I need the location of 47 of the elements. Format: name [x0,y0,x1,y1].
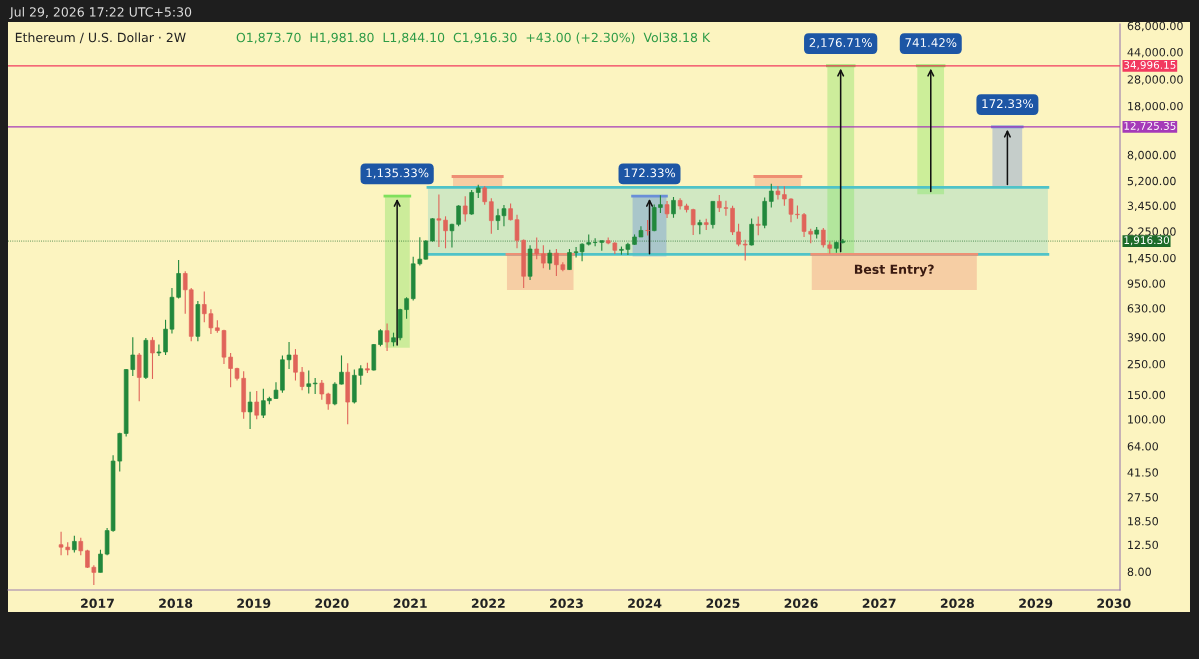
annotation: 2,176.71% [809,38,872,49]
y-tick-label: 41.50 [1127,468,1159,477]
y-tick-label: 950.00 [1127,279,1166,288]
y-tick-label: 28,000.00 [1127,75,1183,85]
y-tick-label: 630.00 [1127,304,1166,313]
y-tick-label: 250.00 [1127,359,1166,369]
text: Jul 29, 2026 17:22 UTC+5:30 [9,6,192,19]
x-tick-label: 2027 [862,598,896,609]
y-tick-label: 2,250.00 [1127,227,1176,237]
x-tick-label: 2025 [706,598,740,609]
annotation: Best Entry? [854,264,934,277]
x-tick-label: 2020 [315,598,349,609]
y-tick-label: 390.00 [1127,333,1166,342]
y-tick-label: 12.50 [1128,540,1159,550]
y-tick-label: 8,000.00 [1127,150,1176,161]
y-tick-label: 3,450.00 [1127,201,1176,212]
x-tick-label: 2030 [1097,598,1131,609]
x-tick-label: 2024 [628,598,662,609]
ref-line-label: 1,916.30 [1124,236,1170,246]
y-tick-label: 1,450.00 [1128,253,1176,264]
y-tick-label: 68,000.00 [1127,21,1183,32]
annotation: 172.33% [982,99,1034,109]
x-tick-label: 2021 [393,598,427,609]
y-tick-label: 8.00 [1127,567,1151,577]
y-tick-label: 150.00 [1128,390,1166,400]
y-tick-label: 100.00 [1128,415,1166,424]
x-tick-label: 2022 [471,598,505,609]
annotation: 1,135.33% [366,168,429,179]
x-tick-label: 2018 [159,598,193,609]
x-tick-label: 2019 [237,598,271,609]
x-tick-label: 2017 [81,598,114,609]
annotation: 741.42% [905,38,957,48]
x-tick-label: 2028 [940,598,974,609]
text: Ethereum / U.S. Dollar · 2W [15,32,186,44]
y-tick-label: 18.50 [1128,517,1159,526]
y-tick-label: 27.50 [1127,493,1159,502]
ref-line-label: 12,725.35 [1124,122,1176,131]
y-tick-label: 44,000.00 [1127,47,1183,58]
x-tick-label: 2029 [1019,598,1053,609]
ref-line-label: 34,996.15 [1124,60,1176,70]
y-tick-label: 18,000.00 [1128,101,1183,112]
x-tick-label: 2026 [784,598,818,609]
y-tick-label: 5,200.00 [1127,176,1176,187]
annotation: 172.33% [624,168,676,178]
y-tick-label: 64.00 [1127,442,1159,451]
text: O1,873.70 H1,981.80 L1,844.10 C1,916.30 +43.00 (+2.30%) Vol38.18 K [236,32,711,44]
x-tick-label: 2023 [550,598,583,609]
